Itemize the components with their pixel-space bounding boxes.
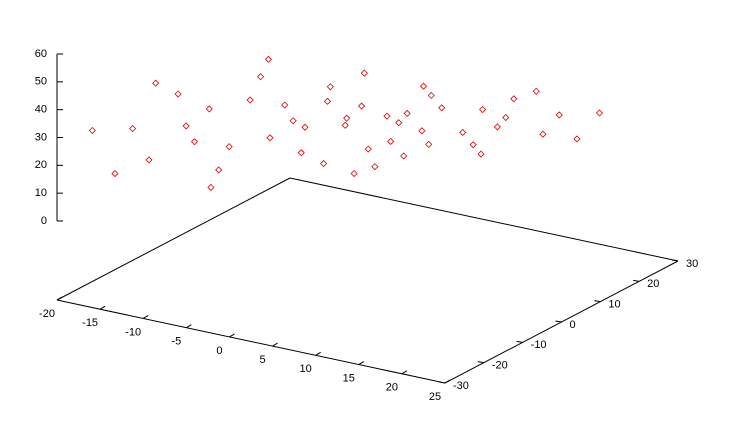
y-tick-label: 0 [570,319,576,331]
point [357,102,366,110]
point [477,150,485,158]
point [145,156,153,164]
point [418,127,426,135]
point [383,112,391,120]
point [215,166,223,174]
x-tick [142,315,149,319]
point [502,113,510,122]
x-tick-label: 0 [216,345,222,357]
point [190,138,199,146]
z-tick-label: 30 [35,131,47,143]
y-tick [555,320,562,323]
point [207,183,215,191]
y-tick [633,279,640,282]
y-tick [438,381,446,384]
point [419,82,428,90]
x-tick-label: -5 [171,336,181,348]
x-tick-label: -10 [125,326,141,338]
point [395,119,403,127]
point [364,145,372,153]
point [129,124,137,133]
point [246,96,254,104]
y-tick [671,259,679,262]
point [532,87,540,95]
point [595,109,604,117]
point [387,137,395,146]
x-tick [99,305,106,310]
point [425,140,433,148]
point [320,159,328,168]
y-tick [477,361,484,364]
x-tick [56,296,63,301]
base-edge [56,299,446,384]
point [225,143,233,151]
point [555,111,563,119]
point [371,163,379,171]
point [350,169,358,178]
x-tick [272,342,278,347]
point [539,130,547,138]
x-tick-label: 10 [300,363,312,375]
base-edge [56,177,291,301]
z-tick-label: 50 [35,76,47,88]
point [301,123,309,131]
point [341,121,349,129]
point [326,83,334,91]
x-tick-label: 20 [386,382,398,394]
y-tick-label: -30 [453,380,469,392]
y-tick-label: 20 [647,278,659,290]
x-tick-label: 15 [343,372,355,384]
x-tick [229,333,235,338]
y-tick [516,340,523,343]
point [205,105,213,113]
point [479,105,487,114]
base-edge [289,177,679,262]
x-tick [186,324,192,329]
x-tick-label: 5 [259,354,265,366]
x-tick [358,361,365,365]
point [493,123,501,131]
z-tick-label: 10 [35,187,47,199]
point [469,141,477,149]
point [573,135,581,143]
z-tick-label: 40 [35,104,47,116]
z-tick-label: 0 [41,215,47,227]
x-tick-label: -20 [39,308,55,320]
x-tick-label: 25 [429,391,441,403]
point [438,104,446,112]
point [182,122,190,130]
point [323,97,332,105]
y-tick-label: 10 [608,299,620,311]
point [152,79,160,87]
x-tick [315,351,321,356]
x-tick [401,370,408,375]
point [257,73,265,81]
z-tick-label: 20 [35,159,47,171]
x-tick [444,379,451,384]
point [459,128,467,137]
x-tick-label: -15 [82,317,98,329]
point [289,117,297,125]
y-tick-label: -20 [492,360,508,372]
point [510,95,518,103]
point [111,169,119,178]
point [174,90,182,98]
point [264,55,272,63]
point [360,69,368,77]
point [297,149,305,157]
y-tick-label: 30 [686,258,698,270]
point [400,152,408,160]
point [281,101,289,109]
point [343,114,351,122]
point [427,91,435,100]
z-tick-label: 60 [35,48,47,60]
point [266,134,274,142]
point [88,126,96,135]
y-tick-label: -10 [531,339,547,351]
y-tick [594,300,601,303]
point [403,109,411,117]
